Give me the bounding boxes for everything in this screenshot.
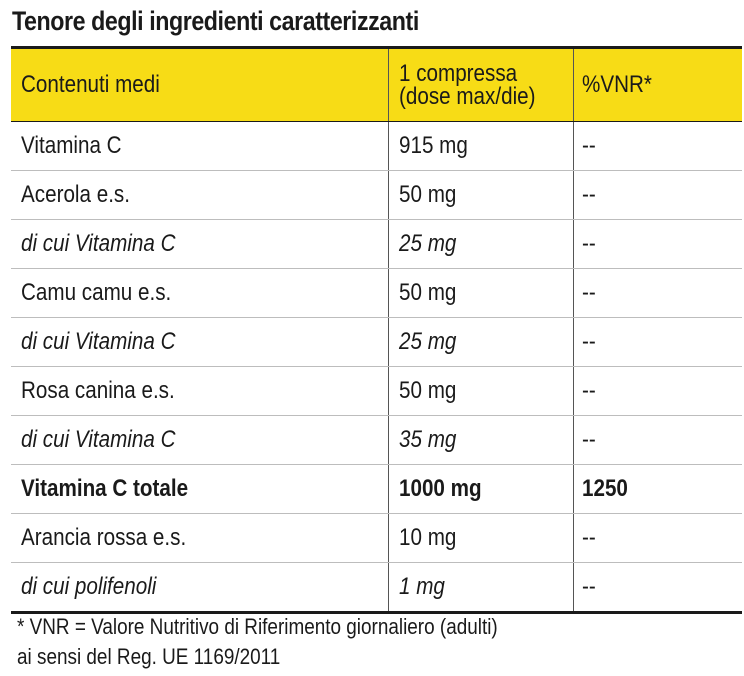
- row-dose: 915 mg: [399, 132, 468, 159]
- row-vnr: --: [582, 132, 596, 159]
- row-dose: 50 mg: [399, 279, 457, 306]
- table-row: Acerola e.s. 50 mg --: [11, 170, 742, 219]
- row-vnr: --: [582, 426, 596, 453]
- row-dose: 50 mg: [399, 181, 457, 208]
- header-vnr: %VNR*: [582, 71, 652, 98]
- footnote-line2: ai sensi del Reg. UE 1169/2011: [17, 644, 281, 669]
- row-dose: 1 mg: [399, 573, 445, 600]
- row-vnr: --: [582, 573, 596, 600]
- table-row: di cui Vitamina C 35 mg --: [11, 415, 742, 464]
- page-title: Tenore degli ingredienti caratterizzanti: [12, 6, 419, 36]
- table-row: Camu camu e.s. 50 mg --: [11, 268, 742, 317]
- row-dose: 25 mg: [399, 230, 457, 257]
- row-name: Vitamina C: [21, 132, 122, 159]
- table-row: Vitamina C 915 mg --: [11, 122, 742, 170]
- row-vnr: --: [582, 181, 596, 208]
- row-name: di cui Vitamina C: [21, 328, 176, 355]
- row-dose: 1000 mg: [399, 475, 482, 502]
- row-name: di cui Vitamina C: [21, 230, 176, 257]
- row-name: Camu camu e.s.: [21, 279, 172, 306]
- footnote-line1: * VNR = Valore Nutritivo di Riferimento …: [17, 614, 498, 639]
- row-vnr: --: [582, 230, 596, 257]
- table-row-total: Vitamina C totale 1000 mg 1250: [11, 464, 742, 513]
- row-name: Vitamina C totale: [21, 475, 189, 502]
- table-header-row: Contenuti medi 1 compressa (dose max/die…: [11, 49, 742, 122]
- table-row: Arancia rossa e.s. 10 mg --: [11, 513, 742, 562]
- table-row: Rosa canina e.s. 50 mg --: [11, 366, 742, 415]
- footnote: * VNR = Valore Nutritivo di Riferimento …: [17, 612, 576, 672]
- row-vnr: 1250: [582, 475, 628, 502]
- header-dose: 1 compressa (dose max/die): [389, 49, 574, 121]
- ingredients-table: Contenuti medi 1 compressa (dose max/die…: [11, 46, 742, 614]
- row-vnr: --: [582, 524, 596, 551]
- row-dose: 35 mg: [399, 426, 457, 453]
- row-vnr: --: [582, 279, 596, 306]
- row-name: di cui Vitamina C: [21, 426, 176, 453]
- row-vnr: --: [582, 377, 596, 404]
- row-dose: 10 mg: [399, 524, 457, 551]
- row-name: di cui polifenoli: [21, 573, 157, 600]
- table-row: di cui polifenoli 1 mg --: [11, 562, 742, 611]
- header-dose-line2: (dose max/die): [399, 83, 536, 110]
- row-dose: 25 mg: [399, 328, 457, 355]
- row-vnr: --: [582, 328, 596, 355]
- row-name: Acerola e.s.: [21, 181, 130, 208]
- table-row: di cui Vitamina C 25 mg --: [11, 317, 742, 366]
- row-dose: 50 mg: [399, 377, 457, 404]
- table-row: di cui Vitamina C 25 mg --: [11, 219, 742, 268]
- header-dose-line1: 1 compressa: [399, 60, 518, 87]
- header-contenuti-medi: Contenuti medi: [11, 49, 389, 121]
- row-name: Rosa canina e.s.: [21, 377, 175, 404]
- row-name: Arancia rossa e.s.: [21, 524, 187, 551]
